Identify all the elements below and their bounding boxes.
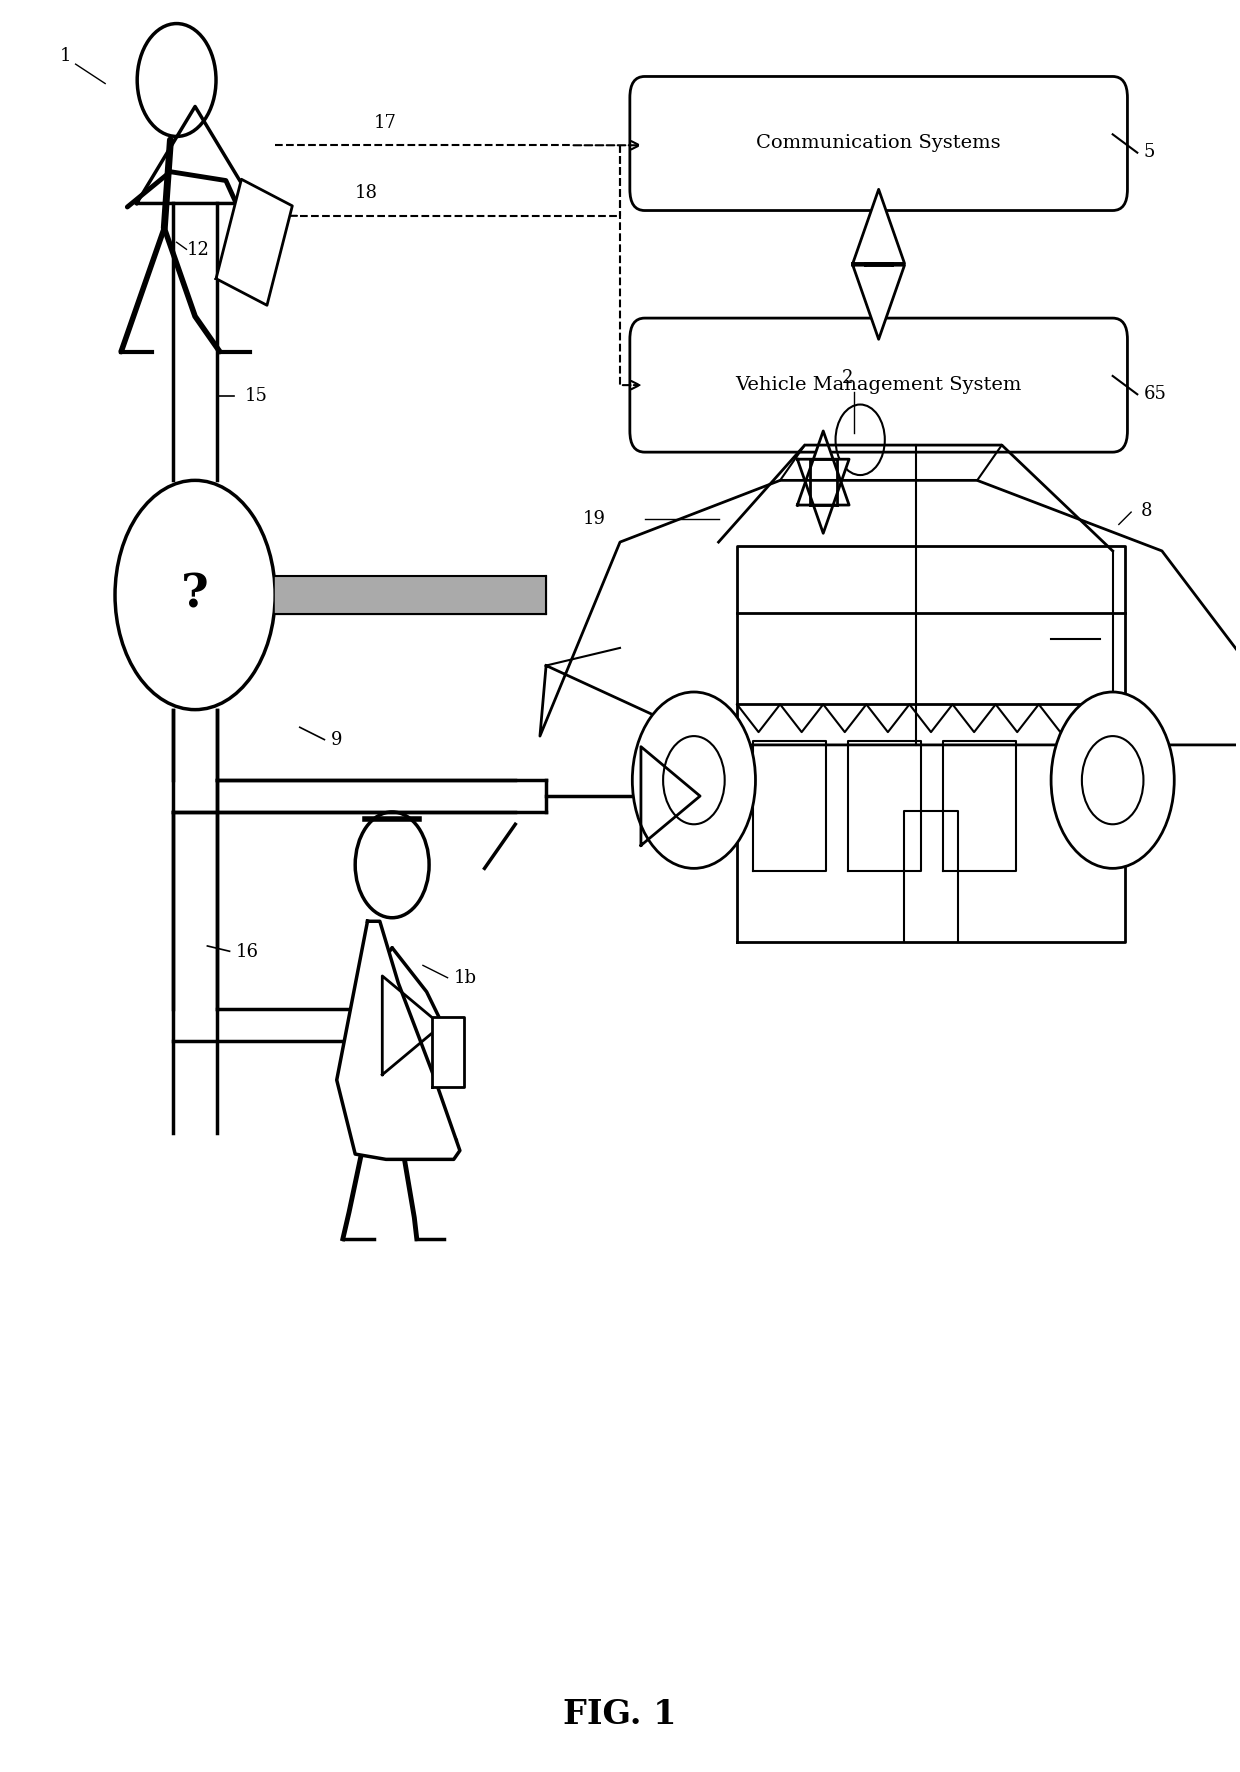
Text: 1: 1 <box>60 46 71 64</box>
Text: 2: 2 <box>842 369 853 388</box>
Text: 12b: 12b <box>423 1132 458 1152</box>
Text: 8: 8 <box>1141 501 1152 519</box>
Polygon shape <box>136 106 253 204</box>
Text: 5: 5 <box>1143 144 1154 161</box>
Polygon shape <box>382 976 441 1074</box>
Circle shape <box>632 693 755 868</box>
Polygon shape <box>432 1017 464 1086</box>
Text: 9: 9 <box>331 730 342 750</box>
Text: Communication Systems: Communication Systems <box>756 135 1001 152</box>
Text: 18: 18 <box>355 184 378 202</box>
Text: 65: 65 <box>1143 385 1167 402</box>
Polygon shape <box>539 480 1240 744</box>
Polygon shape <box>216 179 293 305</box>
Text: 19: 19 <box>583 510 606 528</box>
Polygon shape <box>641 746 701 845</box>
Text: FIG. 1: FIG. 1 <box>563 1698 677 1731</box>
Text: Vehicle Management System: Vehicle Management System <box>735 376 1022 393</box>
Text: 17: 17 <box>373 113 397 131</box>
Text: 1b: 1b <box>454 969 476 987</box>
Polygon shape <box>853 190 904 264</box>
Text: 16: 16 <box>236 943 259 960</box>
Polygon shape <box>853 266 904 338</box>
Polygon shape <box>797 431 849 505</box>
Text: ?: ? <box>181 572 210 618</box>
Text: 12: 12 <box>186 241 210 259</box>
Polygon shape <box>797 459 849 533</box>
Polygon shape <box>337 921 460 1159</box>
Text: 15: 15 <box>244 386 267 406</box>
Circle shape <box>1052 693 1174 868</box>
Bar <box>275 576 546 615</box>
